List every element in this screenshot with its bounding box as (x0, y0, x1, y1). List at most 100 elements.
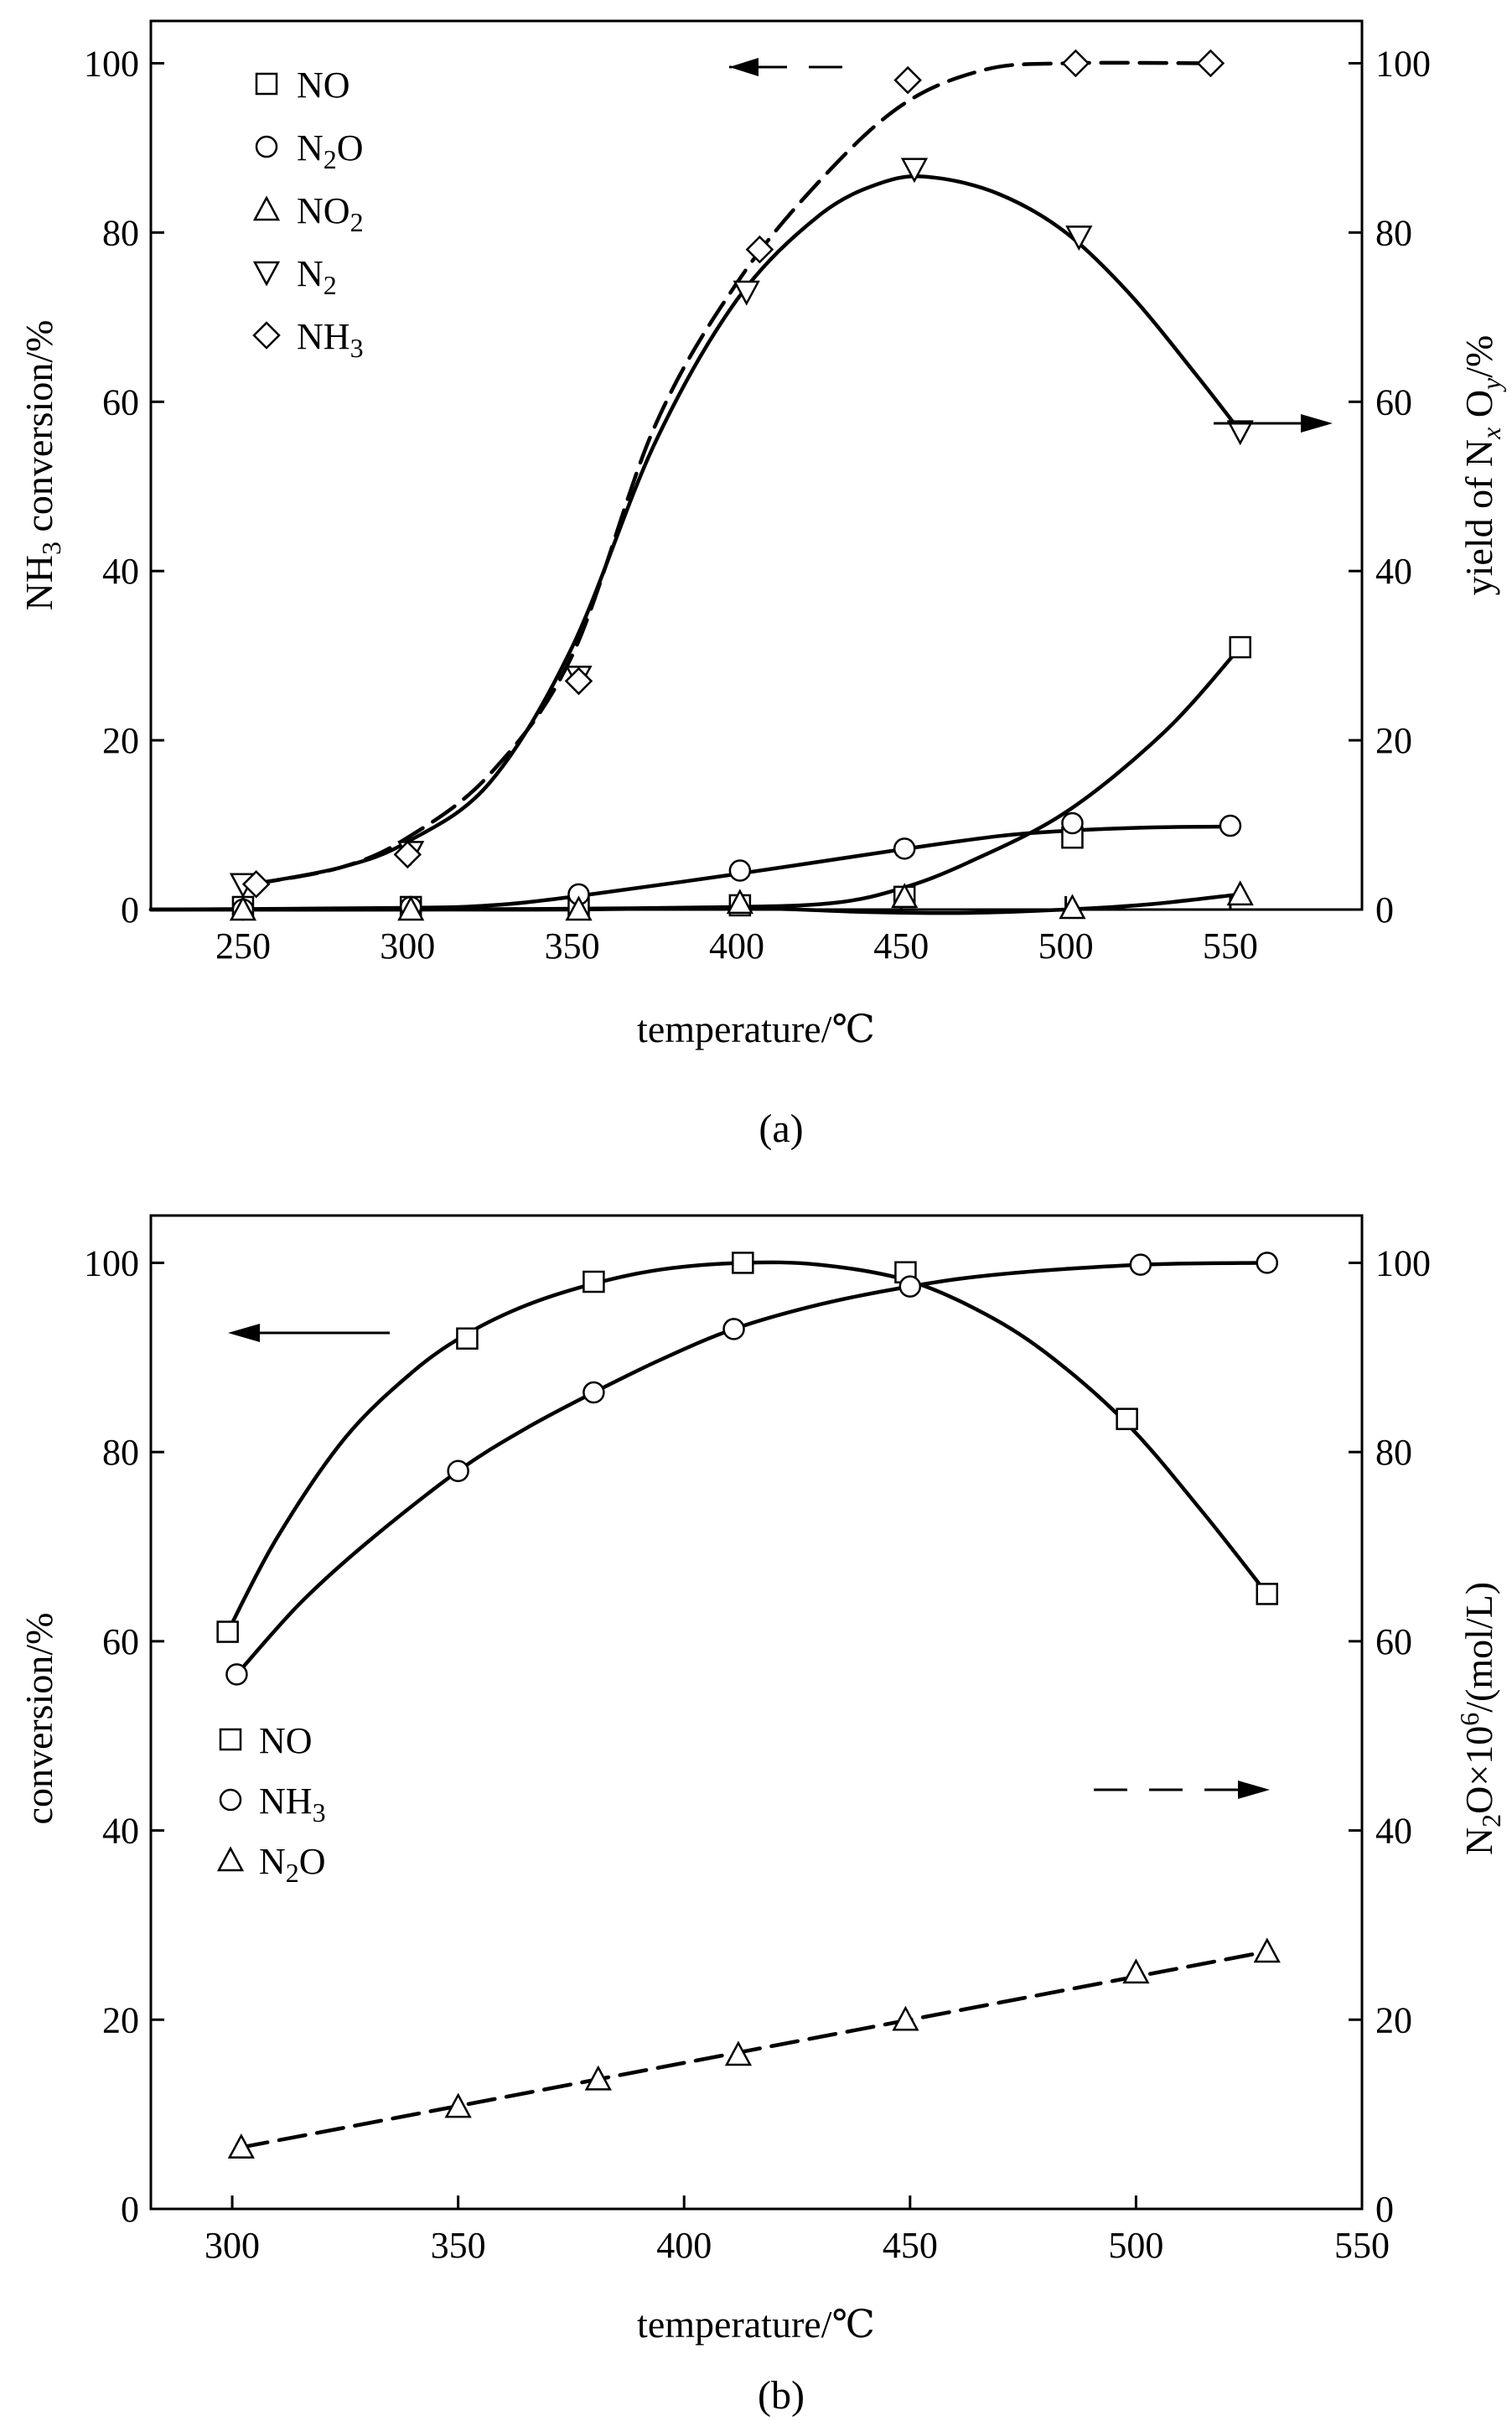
y-tick-label-right: 80 (1375, 212, 1412, 253)
y-tick-label-left: 20 (102, 1999, 139, 2040)
series-line-nh3 (251, 60, 1216, 886)
y-tick-label-left: 0 (121, 2189, 139, 2230)
data-point-n2o (227, 2133, 255, 2159)
data-point-nh3 (722, 1318, 745, 1340)
data-point-no2 (726, 889, 753, 915)
data-point-no2 (397, 895, 425, 921)
chart-panel-a: 250 300 350 400 450 500 550 0 20 40 60 80 100 0 20 40 60… (18, 19, 1506, 1151)
legend-marker-triangle-up (216, 1846, 245, 1872)
panel-caption-a: (a) (759, 1107, 803, 1151)
data-point-no (1256, 1583, 1279, 1605)
x-axis-label: temperature/℃ (637, 2303, 875, 2346)
legend-marker-circle (255, 135, 278, 158)
data-point-nh3 (564, 666, 593, 696)
legend-item-n2o: N2O (216, 1841, 326, 1888)
data-point-no (216, 1620, 239, 1643)
left-axis-arrow (729, 58, 842, 76)
axis-ticks: 300 350 400 450 500 5500204060801000204060801… (84, 1242, 1431, 2266)
data-point-nh3 (1129, 1253, 1152, 1276)
legend-marker-square (255, 72, 278, 96)
data-point-n2 (1065, 226, 1093, 251)
y-axis-label-left: NH3 conversion/% (18, 320, 66, 611)
y-tick-label-right: 100 (1375, 43, 1431, 84)
y-tick-label-left: 40 (102, 1811, 139, 1852)
data-point-n2 (900, 158, 929, 184)
legend-label-nh3: NH3 (297, 316, 364, 363)
right-axis-arrow (1094, 1781, 1270, 1799)
x-tick-label: 450 (873, 925, 929, 967)
x-tick-label: 300 (380, 925, 435, 967)
data-point-n2o (892, 2005, 919, 2031)
legend-label-nh3: NH3 (259, 1781, 326, 1827)
legend-marker-triangle-up (252, 195, 281, 221)
legend-marker-circle (219, 1788, 242, 1812)
y-axis-label-right: N2O×106/(mol/L) (1454, 1582, 1506, 1855)
y-tick-label-right: 100 (1375, 1242, 1431, 1283)
data-point-nh3 (447, 1459, 469, 1482)
y-tick-label-left: 80 (102, 212, 139, 253)
y-tick-label-left: 100 (84, 1242, 139, 1283)
series-line-no (225, 1260, 1270, 1634)
x-tick-label: 400 (656, 2225, 712, 2266)
data-point-n2o (724, 2040, 753, 2066)
y-tick-label-right: 40 (1375, 551, 1412, 592)
data-point-n2 (1226, 420, 1254, 446)
plot-frame (149, 1214, 1364, 2211)
legend: NO NH3 N2O (216, 1720, 326, 1888)
y-tick-label-left: 60 (102, 1621, 139, 1662)
panel-caption-b: (b) (758, 2373, 805, 2418)
series-markers (229, 49, 1254, 921)
data-point-nh3 (225, 1663, 248, 1686)
data-point-no2 (229, 895, 257, 921)
left-axis-arrow (228, 1324, 390, 1342)
y-axis-label-right: yield of Nx Oy/% (1458, 335, 1506, 596)
legend-label-no: NO (297, 65, 350, 106)
y-tick-label-right: 20 (1375, 1999, 1412, 2040)
y-tick-label-right: 60 (1375, 1621, 1412, 1662)
data-point-nh3 (745, 235, 774, 264)
legend-item-nh3: NH3 (219, 1781, 326, 1827)
data-point-n2o (584, 2065, 612, 2091)
series-markers (216, 1252, 1281, 2159)
data-point-nh3 (583, 1381, 605, 1404)
legend-label-n2o: N2O (297, 127, 364, 174)
x-tick-label: 500 (1038, 925, 1094, 967)
x-tick-label: 500 (1108, 2225, 1163, 2266)
data-point-no2 (1059, 894, 1086, 920)
data-point-n2o (1219, 814, 1242, 837)
chart-panel-b: 300 350 400 450 500 5500204060801000204060801… (18, 1214, 1506, 2418)
y-tick-label-left: 60 (102, 381, 139, 423)
legend: NO N2O NO2 N2 NH3 (252, 65, 364, 363)
data-point-n2o (444, 2092, 472, 2118)
legend-label-no: NO (259, 1720, 313, 1761)
x-axis-label: temperature/℃ (637, 1008, 875, 1050)
x-tick-label: 350 (545, 925, 600, 967)
y-tick-label-right: 20 (1375, 720, 1412, 761)
y-tick-label-left: 100 (84, 43, 139, 84)
data-point-no (456, 1327, 479, 1350)
x-tick-label: 300 (205, 2225, 260, 2266)
data-point-nh3 (898, 1275, 922, 1298)
series-line-no (148, 645, 1242, 912)
y-tick-label-left: 0 (121, 889, 139, 931)
x-tick-label: 450 (883, 2225, 938, 2266)
series-line-nh3 (235, 1261, 1270, 1677)
x-tick-label: 550 (1203, 925, 1258, 967)
y-tick-label-left: 80 (102, 1432, 139, 1473)
legend-label-n2o: N2O (259, 1841, 326, 1888)
data-point-no (1116, 1407, 1138, 1430)
legend-item-no: NO (219, 1720, 313, 1761)
y-tick-label-right: 80 (1375, 1432, 1412, 1473)
x-tick-label: 550 (1334, 2225, 1390, 2266)
legend-label-no2: NO2 (297, 190, 364, 237)
data-point-n2o (893, 837, 916, 860)
legend-item-no: NO (255, 65, 350, 106)
y-axis-label-left: conversion/% (18, 1613, 60, 1825)
axis-ticks: 250 300 350 400 450 500 550 0 20 40 60 80 100 0 20 40 60… (84, 43, 1431, 967)
series-curves (225, 1260, 1270, 2149)
data-point-nh3 (893, 65, 922, 95)
data-point-n2o (1061, 811, 1084, 835)
x-tick-label: 250 (215, 925, 271, 967)
legend-item-no2: NO2 (252, 190, 364, 237)
